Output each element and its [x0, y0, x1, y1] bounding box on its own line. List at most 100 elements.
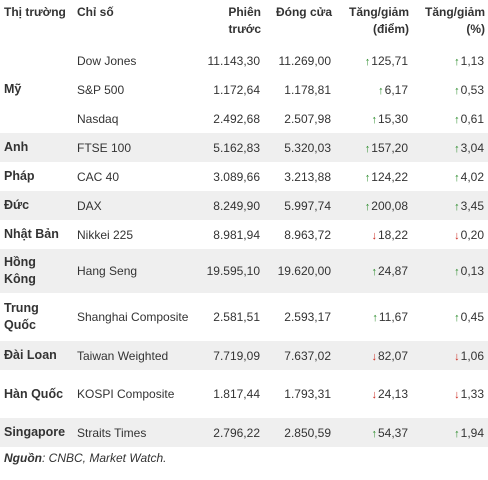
- arrow-down-icon: ↓: [454, 350, 460, 363]
- close-value: 2.850,59: [264, 418, 335, 447]
- change-pts-value: 125,71: [371, 53, 408, 68]
- arrow-up-icon: ↑: [454, 84, 460, 97]
- index-name: Shanghai Composite: [77, 309, 189, 324]
- change-pct-value: 1,94: [460, 425, 484, 440]
- change-pts-cell: ↓24,13: [335, 370, 412, 418]
- arrow-down-icon: ↓: [371, 389, 377, 401]
- prev-value: 7.719,09: [197, 341, 264, 370]
- change-pct-value: 3,45: [460, 198, 484, 213]
- close-value: 2.507,98: [284, 111, 331, 126]
- arrow-up-icon: ↑: [364, 55, 371, 68]
- arrow-up-icon: ↑: [372, 312, 378, 324]
- change-pts-value: 82,07: [377, 348, 408, 363]
- close-value: 2.593,17: [284, 310, 331, 324]
- change-pct-cell: ↓1,06: [412, 341, 488, 370]
- market-singapore: Singapore: [0, 418, 73, 447]
- market-uk: Anh: [0, 133, 73, 162]
- arrow-up-icon: ↑: [364, 200, 371, 213]
- header-change-pct: Tăng/giảm (%): [424, 5, 485, 36]
- change-pct-value: 0,53: [460, 82, 484, 97]
- change-pts-value: 157,20: [371, 140, 408, 155]
- change-pts-cell: ↑157,20: [335, 133, 412, 162]
- arrow-up-icon: ↑: [454, 113, 460, 126]
- change-pts-cell: ↓18,22: [335, 220, 412, 249]
- close-value: 7.637,02: [264, 341, 335, 370]
- index-name: FTSE 100: [73, 133, 197, 162]
- change-pts-cell: ↑11,67: [335, 293, 412, 341]
- change-pct-cell: ↑0,61: [412, 104, 488, 133]
- index-name: Dow Jones: [77, 53, 137, 68]
- index-name: Taiwan Weighted: [73, 341, 197, 370]
- change-pts-cell: ↑6,17: [335, 75, 412, 104]
- change-pct-cell: ↑0,53: [412, 75, 488, 104]
- change-pts-cell: ↑54,37: [335, 418, 412, 447]
- header-close: Đóng cửa: [275, 5, 332, 19]
- change-pts-value: 11,67: [378, 310, 408, 324]
- market-taiwan: Đài Loan: [0, 341, 73, 370]
- change-pct-cell: ↓1,33: [412, 370, 488, 418]
- close-value: 11.269,00: [278, 53, 332, 68]
- arrow-up-icon: ↑: [378, 84, 384, 97]
- change-pts-value: 15,30: [377, 111, 408, 126]
- prev-value: 2.796,22: [197, 418, 264, 447]
- change-pct-value: 1,13: [460, 53, 484, 68]
- arrow-up-icon: ↑: [454, 55, 460, 68]
- market-japan: Nhật Bản: [4, 227, 59, 241]
- market-korea: Hàn Quốc: [4, 386, 64, 401]
- change-pts-cell: ↑15,30: [335, 104, 412, 133]
- close-value: 3.213,88: [284, 169, 331, 184]
- change-pts-cell: ↑200,08: [335, 191, 412, 220]
- change-pts-value: 54,37: [377, 425, 408, 440]
- close-value: 1.793,31: [284, 387, 331, 401]
- change-pct-cell: ↑1,13: [412, 46, 488, 75]
- arrow-down-icon: ↓: [454, 229, 460, 242]
- source-text: CNBC, Market Watch.: [48, 451, 167, 465]
- prev-value: 2.581,51: [213, 310, 260, 324]
- change-pts-value: 24,13: [377, 387, 408, 401]
- change-pct-cell: ↑3,45: [412, 191, 488, 220]
- index-name: Nasdaq: [77, 111, 119, 126]
- change-pct-value: 1,06: [460, 348, 484, 363]
- arrow-up-icon: ↑: [454, 142, 460, 155]
- header-market: Thị trường: [4, 5, 66, 19]
- arrow-up-icon: ↑: [371, 427, 377, 440]
- arrow-up-icon: ↑: [371, 266, 377, 278]
- source-note: Nguồn: CNBC, Market Watch.: [0, 447, 488, 465]
- change-pct-value: 1,33: [460, 387, 484, 401]
- change-pts-value: 200,08: [371, 198, 408, 213]
- index-name: Straits Times: [73, 418, 197, 447]
- change-pct-cell: ↑1,94: [412, 418, 488, 447]
- table-body: Mỹ Dow Jones 11.143,30 11.269,00 ↑125,71…: [0, 46, 488, 447]
- market-germany: Đức: [0, 191, 73, 220]
- index-name: S&P 500: [77, 82, 125, 97]
- arrow-up-icon: ↑: [454, 427, 460, 440]
- close-value: 8.963,72: [284, 227, 331, 242]
- market-france: Pháp: [4, 169, 35, 183]
- market-usa: Mỹ: [4, 82, 22, 96]
- change-pct-cell: ↑4,02: [412, 162, 488, 191]
- arrow-up-icon: ↑: [454, 312, 460, 324]
- change-pct-value: 0,45: [460, 310, 484, 324]
- arrow-up-icon: ↑: [454, 266, 460, 278]
- market-hongkong: Hồng Kông: [0, 249, 73, 293]
- prev-value: 5.162,83: [197, 133, 264, 162]
- change-pts-value: 18,22: [377, 227, 408, 242]
- change-pts-cell: ↓82,07: [335, 341, 412, 370]
- index-name: KOSPI Composite: [77, 386, 175, 401]
- index-name: CAC 40: [77, 169, 120, 184]
- source-separator: :: [42, 451, 49, 465]
- arrow-down-icon: ↓: [371, 229, 377, 242]
- market-table: Thị trường Chỉ số Phiên trước Đóng cửa T…: [0, 5, 488, 447]
- header-change-pts: Tăng/giảm (điểm): [348, 5, 409, 36]
- market-china: Trung Quốc: [4, 301, 39, 332]
- change-pts-value: 24,87: [377, 264, 408, 278]
- arrow-up-icon: ↑: [364, 142, 371, 155]
- prev-value: 2.492,68: [213, 111, 260, 126]
- index-name: Nikkei 225: [77, 227, 134, 242]
- change-pts-cell: ↑24,87: [335, 249, 412, 293]
- change-pct-cell: ↑3,04: [412, 133, 488, 162]
- source-label: Nguồn: [4, 451, 42, 465]
- prev-value: 1.172,64: [213, 82, 260, 97]
- change-pct-value: 4,02: [460, 169, 484, 184]
- change-pct-value: 0,61: [460, 111, 484, 126]
